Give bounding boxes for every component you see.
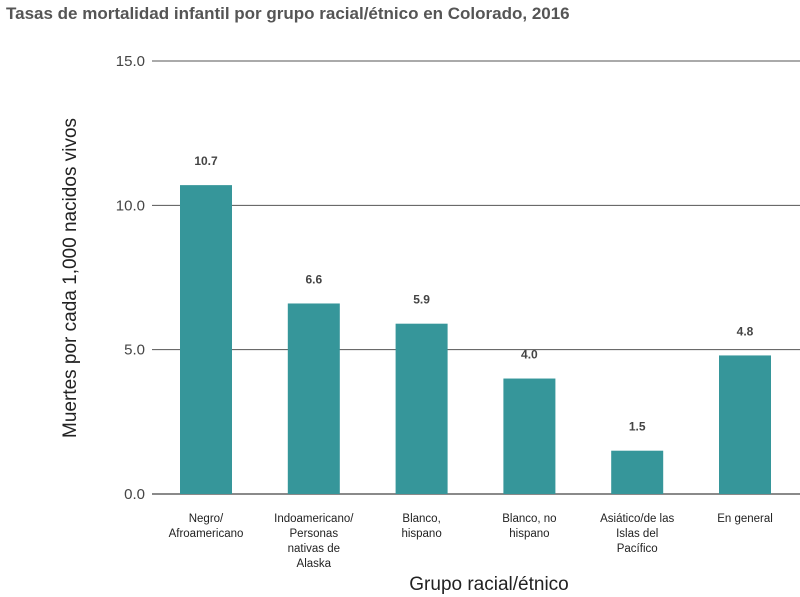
- data-label: 1.5: [629, 420, 646, 434]
- data-label: 4.8: [737, 324, 754, 338]
- y-tick-label: 5.0: [124, 342, 145, 359]
- y-axis-title: Muertes por cada 1,000 nacidos vivos: [60, 118, 81, 438]
- bar: [503, 378, 556, 494]
- bar: [395, 323, 448, 494]
- data-label: 5.9: [413, 293, 430, 307]
- category-label: Asiático/de las Islas del Pacífico: [600, 513, 674, 555]
- y-tick-label: 0.0: [124, 486, 145, 503]
- category-label: En general: [717, 513, 773, 525]
- category-label: Blanco, no hispano: [502, 513, 556, 540]
- bar: [180, 185, 232, 495]
- category-label: Negro/Afroamericano: [169, 513, 244, 540]
- chart-title: Tasas de mortalidad infantil por grupo r…: [6, 4, 570, 23]
- y-tick-label: 10.0: [116, 197, 145, 214]
- category-label: Indoamericano/Personas nativas de Alaska: [274, 513, 354, 570]
- bar: [611, 450, 664, 494]
- category-label: Blanco, hispano: [401, 513, 441, 540]
- data-label: 6.6: [305, 272, 322, 286]
- data-label: 4.0: [521, 348, 538, 362]
- y-tick-label: 15.0: [116, 53, 145, 70]
- x-axis-title: Grupo racial/étnico: [409, 574, 568, 595]
- data-label: 10.7: [194, 154, 218, 168]
- bar: [719, 355, 771, 494]
- bar: [287, 303, 340, 494]
